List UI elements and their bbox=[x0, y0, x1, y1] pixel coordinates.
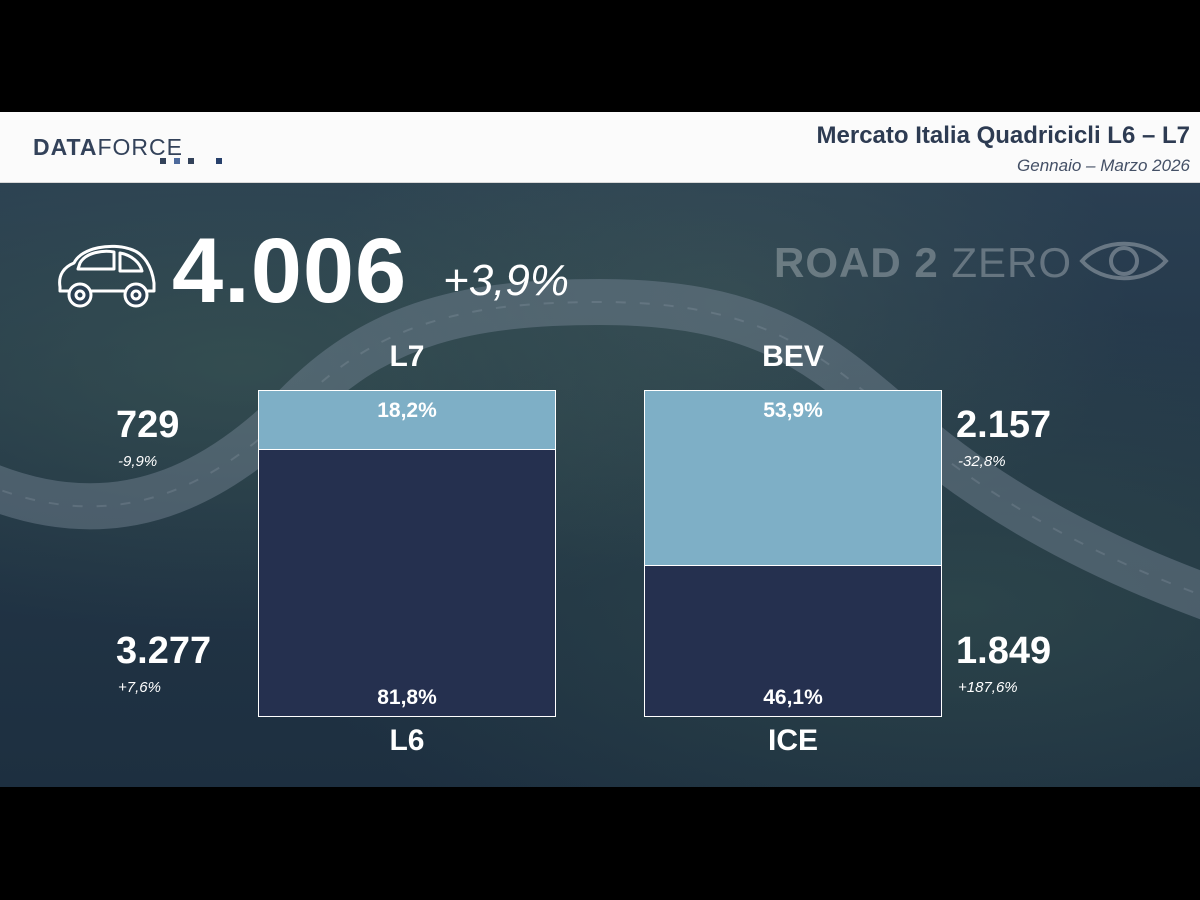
category-label-l6: L6 bbox=[389, 724, 425, 757]
slide: DATAFORCE Mercato Italia Quadricicli L6 … bbox=[0, 112, 1200, 787]
road2zero-brand: ROAD 2 ZERO bbox=[774, 239, 1072, 287]
pct-label-bev: 53,9% bbox=[763, 399, 823, 422]
segment-l6 bbox=[259, 450, 555, 716]
total-change: +3,9% bbox=[443, 256, 569, 305]
pct-label-l7: 18,2% bbox=[377, 399, 437, 422]
brand-text-bold: ROAD 2 bbox=[774, 239, 952, 286]
volume-ice: 1.849 bbox=[956, 630, 1052, 672]
logo-text-light: FORCE bbox=[97, 134, 183, 160]
header-bar: DATAFORCE Mercato Italia Quadricicli L6 … bbox=[0, 112, 1200, 183]
category-label-ice: ICE bbox=[767, 724, 818, 757]
category-label-l7: L7 bbox=[389, 340, 425, 373]
change-l7: -9,9% bbox=[118, 453, 158, 470]
change-l6: +7,6% bbox=[118, 679, 161, 696]
volume-l6: 3.277 bbox=[116, 630, 212, 672]
forest-road-background bbox=[0, 182, 1200, 787]
road-illustration bbox=[0, 278, 1200, 620]
segment-ice bbox=[645, 566, 941, 716]
category-label-bev: BEV bbox=[762, 340, 824, 373]
logo-text-bold: DATA bbox=[33, 134, 98, 160]
segment-l7 bbox=[259, 391, 555, 451]
eye-icon bbox=[1079, 241, 1169, 281]
segment-bev bbox=[645, 391, 941, 567]
car-icon bbox=[58, 244, 156, 308]
page-title: Mercato Italia Quadricicli L6 – L7 bbox=[816, 122, 1190, 149]
bar-bev-ice bbox=[644, 390, 942, 717]
pct-label-ice: 46,1% bbox=[763, 686, 823, 709]
total-volume: 4.006 bbox=[172, 220, 408, 322]
page-subtitle: Gennaio – Marzo 2026 bbox=[1017, 156, 1190, 175]
volume-l7: 729 bbox=[116, 404, 180, 446]
pct-label-l6: 81,8% bbox=[377, 686, 437, 709]
brand-text-light: ZERO bbox=[951, 239, 1073, 286]
change-ice: +187,6% bbox=[958, 679, 1018, 696]
volume-bev: 2.157 bbox=[956, 404, 1052, 446]
bar-l7-l6 bbox=[258, 390, 556, 717]
dataforce-logo: DATAFORCE bbox=[33, 134, 183, 161]
change-bev: -32,8% bbox=[958, 453, 1006, 470]
